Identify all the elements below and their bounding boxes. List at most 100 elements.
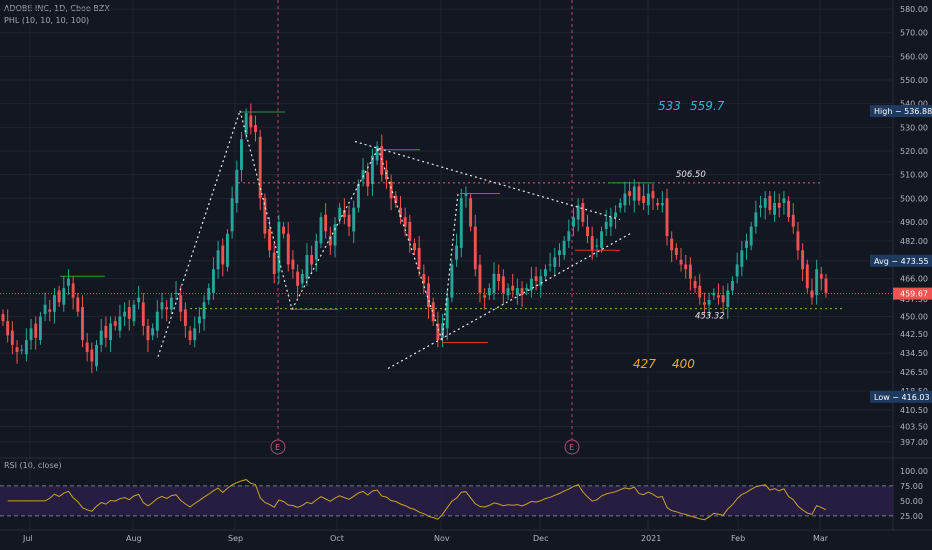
candle-body — [576, 205, 580, 220]
trendline-lower — [387, 233, 631, 370]
target-up-533: 533 — [658, 99, 681, 113]
candle-body — [244, 113, 248, 135]
target-down-427: 427 — [633, 357, 656, 371]
price-tick-label: 570.00 — [900, 29, 928, 38]
candle-body — [254, 124, 257, 133]
candle-body — [282, 226, 286, 234]
candle-body — [52, 295, 56, 312]
candle-body — [810, 290, 814, 298]
candle-body — [342, 210, 346, 218]
candle-body — [707, 299, 711, 305]
candle-body — [333, 224, 337, 246]
candle-body — [754, 212, 758, 227]
candle-body — [240, 139, 243, 170]
candle-body — [375, 146, 379, 161]
price-tick-label: 560.00 — [900, 52, 928, 61]
candle-body — [712, 292, 716, 296]
candle-body — [801, 250, 805, 270]
candle-body — [745, 240, 748, 248]
candle-body — [155, 311, 159, 331]
candle-body — [581, 202, 585, 222]
candle-body — [160, 302, 164, 310]
candle-body — [787, 200, 791, 218]
symbol-title: ADOBE INC, 1D, Cboe BZX — [4, 4, 110, 13]
candle-body — [188, 330, 192, 341]
candle-body — [670, 238, 674, 251]
candle-body — [29, 328, 33, 341]
price-tick-label: 520.00 — [900, 147, 928, 156]
zigzag-line — [157, 110, 241, 357]
candle-body — [759, 205, 762, 208]
candle-body — [174, 292, 178, 294]
axis-tag-low-bg — [870, 390, 932, 403]
price-tick-label: 403.50 — [900, 422, 928, 431]
candle-body — [1, 314, 5, 322]
candle-body — [740, 250, 744, 267]
candle-body — [356, 184, 360, 208]
candle-body — [394, 195, 398, 203]
price-tick-label: 426.50 — [900, 368, 928, 377]
price-tick-label: 434.50 — [900, 349, 928, 358]
earnings-marker-label: E — [569, 443, 574, 452]
candle-body — [291, 259, 295, 270]
candle-body — [43, 304, 47, 315]
earnings-marker — [564, 439, 580, 455]
trendline-upper — [354, 140, 621, 221]
candle-body — [567, 231, 571, 241]
candle-body — [688, 264, 692, 279]
candle-body — [506, 288, 510, 296]
candle-body — [684, 264, 688, 270]
candle-body — [151, 328, 155, 336]
candle-body — [249, 115, 253, 128]
price-tick-label: 410.50 — [900, 406, 928, 415]
rsi-band — [0, 485, 893, 516]
candle-body — [146, 325, 150, 341]
candle-body — [62, 288, 66, 305]
candle-body — [628, 191, 632, 196]
candle-body — [679, 259, 683, 265]
candle-body — [197, 316, 201, 324]
candle-body — [57, 290, 61, 303]
time-tick-label: Sep — [228, 534, 243, 543]
candle-body — [272, 252, 276, 274]
candle-body — [48, 309, 52, 312]
price-tick-label: 397.00 — [900, 438, 928, 447]
candle-body — [296, 271, 300, 286]
candle-body — [548, 264, 552, 266]
candle-body — [380, 146, 384, 175]
candle-body — [515, 288, 519, 296]
candle-body — [34, 323, 38, 338]
candle-body — [95, 344, 98, 367]
candle-body — [10, 330, 14, 345]
candle-body — [408, 221, 412, 241]
level-506-label: 506.50 — [676, 170, 706, 180]
candle-body — [165, 307, 169, 310]
candle-body — [572, 217, 575, 227]
candle-body — [403, 217, 407, 227]
axis-tag-high: High − 536.88 — [874, 107, 932, 116]
candle-body — [230, 198, 234, 232]
candle-body — [328, 236, 332, 246]
candle-body — [478, 264, 482, 293]
candle-body — [623, 193, 627, 206]
candle-body — [614, 212, 618, 218]
candle-body — [824, 278, 828, 293]
indicator-title: PHL (10, 10, 10, 100) — [4, 16, 90, 25]
candle-body — [141, 302, 145, 326]
candle-body — [310, 255, 314, 265]
candle-body — [179, 295, 183, 312]
candle-body — [646, 193, 650, 206]
candle-body — [427, 283, 430, 308]
candle-body — [796, 231, 800, 251]
candle-body — [651, 191, 655, 199]
candle-body — [71, 283, 75, 298]
target-up-559: 559.7 — [690, 99, 725, 113]
candle-body — [361, 169, 365, 180]
zigzag-line — [291, 148, 379, 310]
candle-body — [773, 202, 777, 215]
candle-body — [370, 155, 374, 185]
candle-body — [305, 255, 309, 279]
candle-body — [422, 273, 426, 284]
candle-body — [777, 202, 781, 208]
